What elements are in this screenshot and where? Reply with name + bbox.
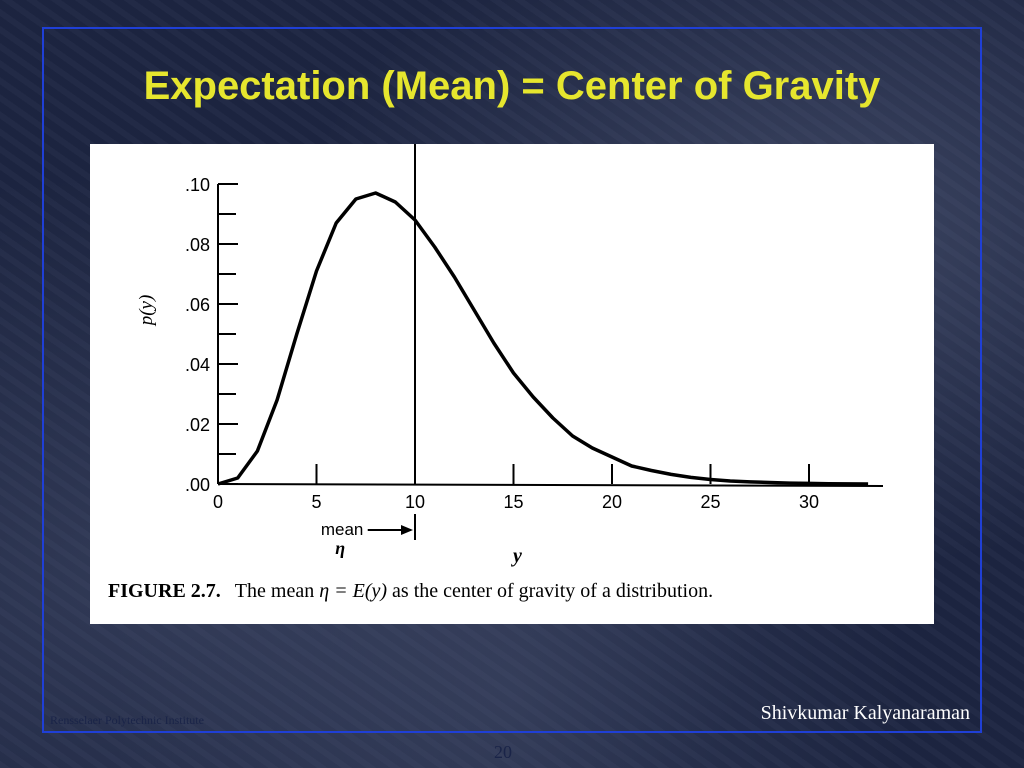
x-tick-label: 5 bbox=[311, 492, 321, 512]
y-axis-label: p(y) bbox=[136, 295, 157, 328]
density-curve bbox=[217, 191, 869, 486]
x-tick-label: 15 bbox=[503, 492, 523, 512]
author-footer: Shivkumar Kalyanaraman bbox=[760, 702, 970, 724]
figure-caption: FIGURE 2.7. The mean η = E(y) as the cent… bbox=[108, 580, 713, 603]
y-tick-label: .02 bbox=[185, 415, 210, 435]
mean-symbol: η bbox=[335, 538, 345, 558]
caption-pre: The mean bbox=[234, 580, 320, 602]
mean-label: mean bbox=[321, 520, 364, 539]
institution-footer: Rensselaer Polytechnic Institute bbox=[50, 713, 204, 727]
y-tick-label: .04 bbox=[185, 355, 210, 375]
y-tick-label: .06 bbox=[185, 295, 210, 315]
x-tick-label: 10 bbox=[405, 492, 425, 512]
caption-label: FIGURE 2.7. bbox=[108, 580, 221, 602]
figure-panel: .00.02.04.06.08.10 0 5 10 15 20 25 30 p(y) y mean η… bbox=[90, 144, 934, 624]
slide-border bbox=[42, 27, 982, 733]
x-tick-label: 30 bbox=[799, 492, 819, 512]
x-tick-label: 0 bbox=[213, 492, 223, 512]
y-tick-label: .00 bbox=[185, 475, 210, 495]
x-axis bbox=[217, 483, 884, 487]
x-tick-label: 20 bbox=[602, 492, 622, 512]
caption-post: as the center of gravity of a distributi… bbox=[387, 580, 714, 602]
x-axis-label: y bbox=[511, 545, 522, 567]
mean-arrow-head bbox=[401, 525, 413, 535]
y-tick-label: .10 bbox=[185, 175, 210, 195]
page-number: 20 bbox=[494, 742, 512, 762]
caption-math: η = E(y) bbox=[319, 580, 388, 602]
x-tick-label: 25 bbox=[700, 492, 720, 512]
y-tick-label: .08 bbox=[185, 235, 210, 255]
slide-title: Expectation (Mean) = Center of Gravity bbox=[143, 64, 881, 108]
